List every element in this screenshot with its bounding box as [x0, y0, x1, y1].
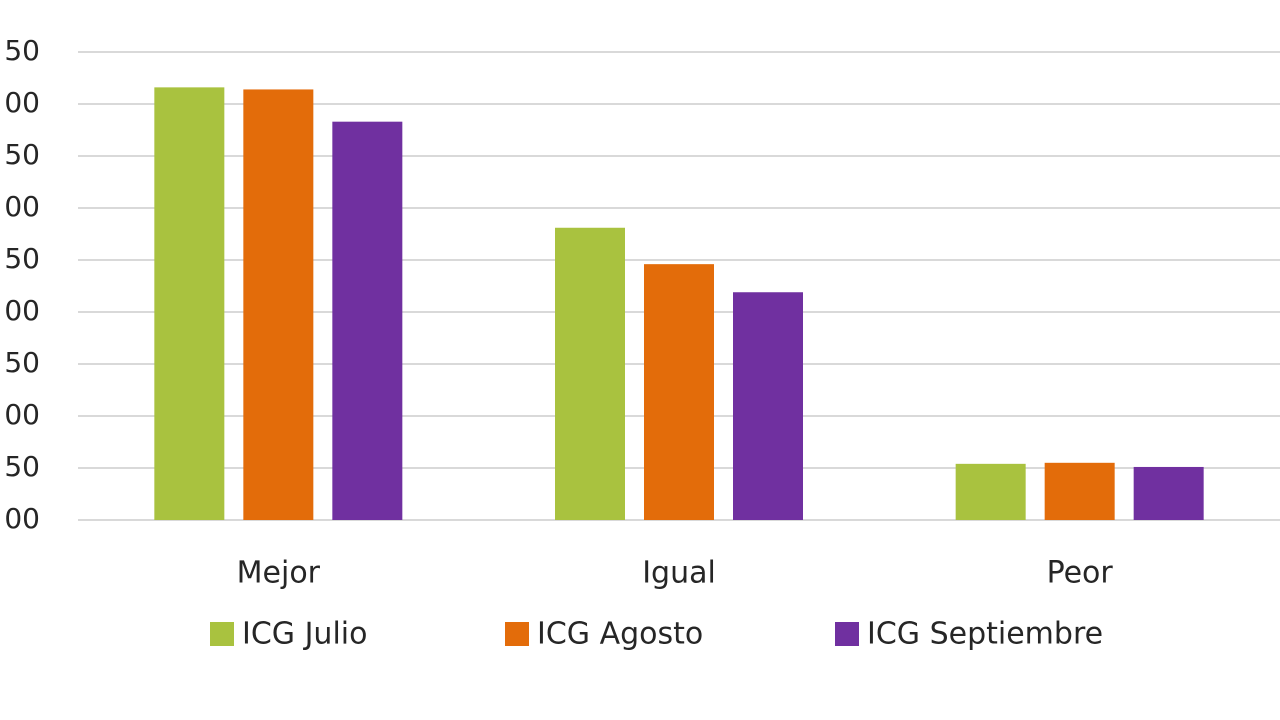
bar: [644, 264, 714, 520]
legend-label: ICG Julio: [242, 617, 367, 652]
bar: [243, 89, 314, 520]
legend-label: ICG Agosto: [537, 617, 703, 652]
y-tick-label: 00: [4, 190, 40, 223]
bar: [154, 87, 225, 521]
y-tick-label: 50: [4, 242, 40, 275]
x-tick-label: Peor: [1047, 556, 1114, 591]
bar: [955, 463, 1026, 520]
y-tick-label: 00: [4, 398, 40, 431]
y-tick-label: 50: [4, 34, 40, 67]
legend-swatch: [210, 622, 234, 646]
legend-label: ICG Septiembre: [867, 617, 1103, 652]
y-tick-label: 50: [4, 346, 40, 379]
legend-swatch: [505, 622, 529, 646]
y-tick-label: 00: [4, 502, 40, 535]
x-tick-label: Mejor: [237, 556, 321, 591]
bar: [1133, 466, 1204, 520]
bar: [733, 292, 803, 520]
bar: [1044, 462, 1115, 520]
y-tick-label: 00: [4, 294, 40, 327]
legend-swatch: [835, 622, 859, 646]
x-tick-label: Igual: [642, 556, 716, 591]
y-tick-label: 50: [4, 450, 40, 483]
y-tick-label: 00: [4, 86, 40, 119]
bar: [332, 121, 403, 521]
bar: [555, 227, 625, 520]
y-tick-label: 50: [4, 138, 40, 171]
